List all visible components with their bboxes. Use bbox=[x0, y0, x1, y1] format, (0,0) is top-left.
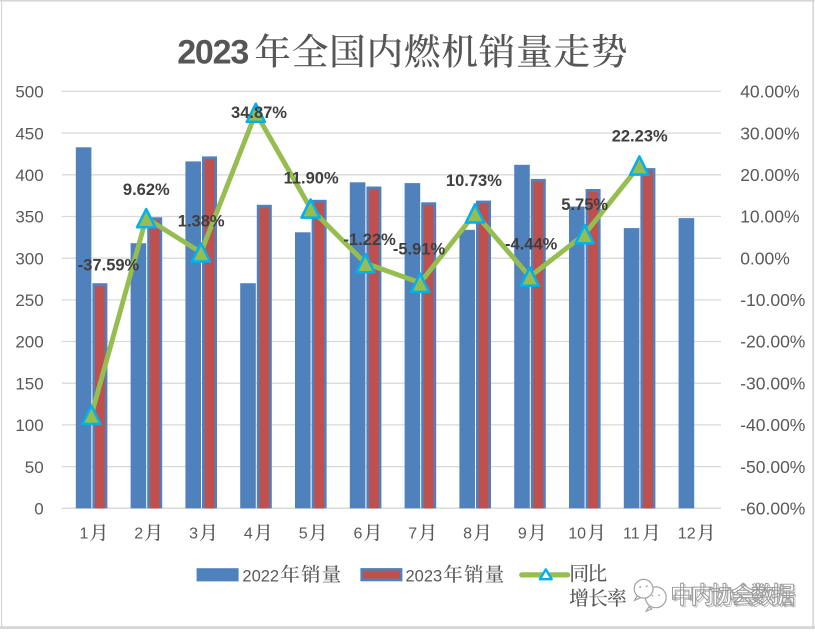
svg-text:150: 150 bbox=[15, 374, 43, 393]
svg-text:500: 500 bbox=[15, 83, 43, 102]
svg-text:200: 200 bbox=[15, 333, 43, 352]
svg-text:6: 6 bbox=[354, 525, 363, 542]
svg-text:10.00%: 10.00% bbox=[740, 207, 799, 227]
svg-text:4: 4 bbox=[244, 525, 253, 542]
svg-text:20.00%: 20.00% bbox=[740, 165, 799, 185]
svg-text:100: 100 bbox=[15, 416, 43, 435]
svg-text:22.23%: 22.23% bbox=[612, 128, 668, 146]
svg-text:3: 3 bbox=[189, 525, 198, 542]
svg-text:5.75%: 5.75% bbox=[561, 196, 608, 214]
svg-text:250: 250 bbox=[15, 291, 43, 310]
svg-text:11.90%: 11.90% bbox=[284, 170, 339, 188]
svg-text:-37.59%: -37.59% bbox=[78, 257, 140, 275]
svg-text:9.62%: 9.62% bbox=[123, 181, 170, 199]
svg-text:8: 8 bbox=[463, 525, 472, 542]
svg-text:9: 9 bbox=[518, 525, 527, 542]
svg-text:10: 10 bbox=[568, 525, 586, 542]
svg-text:2: 2 bbox=[134, 525, 143, 542]
svg-text:400: 400 bbox=[15, 166, 43, 185]
svg-text:12: 12 bbox=[678, 525, 696, 542]
svg-text:-50.00%: -50.00% bbox=[740, 457, 805, 477]
svg-text:10.73%: 10.73% bbox=[446, 172, 502, 190]
svg-text:-20.00%: -20.00% bbox=[740, 332, 805, 352]
svg-text:40.00%: 40.00% bbox=[740, 82, 799, 102]
svg-text:5: 5 bbox=[299, 525, 308, 542]
svg-text:350: 350 bbox=[15, 208, 43, 227]
svg-text:450: 450 bbox=[15, 124, 43, 143]
svg-text:7: 7 bbox=[408, 525, 417, 542]
svg-text:-30.00%: -30.00% bbox=[740, 373, 805, 393]
svg-text:300: 300 bbox=[15, 249, 43, 268]
svg-text:-1.22%: -1.22% bbox=[344, 231, 397, 249]
svg-text:30.00%: 30.00% bbox=[740, 123, 799, 143]
svg-text:0.00%: 0.00% bbox=[740, 248, 790, 268]
svg-text:0: 0 bbox=[34, 500, 43, 519]
svg-text:2023: 2023 bbox=[177, 33, 248, 71]
svg-text:11: 11 bbox=[623, 525, 640, 542]
svg-text:-4.44%: -4.44% bbox=[505, 236, 558, 254]
svg-text:1: 1 bbox=[80, 525, 89, 542]
svg-text:-5.91%: -5.91% bbox=[393, 241, 446, 259]
svg-text:2022: 2022 bbox=[242, 568, 279, 586]
svg-text:-40.00%: -40.00% bbox=[740, 415, 805, 435]
svg-text:50: 50 bbox=[25, 458, 44, 477]
svg-text:-10.00%: -10.00% bbox=[740, 290, 805, 310]
svg-text:-60.00%: -60.00% bbox=[740, 499, 805, 519]
svg-text:34.87%: 34.87% bbox=[231, 104, 287, 122]
svg-text:1.38%: 1.38% bbox=[178, 212, 225, 230]
svg-text:2023: 2023 bbox=[406, 568, 443, 586]
